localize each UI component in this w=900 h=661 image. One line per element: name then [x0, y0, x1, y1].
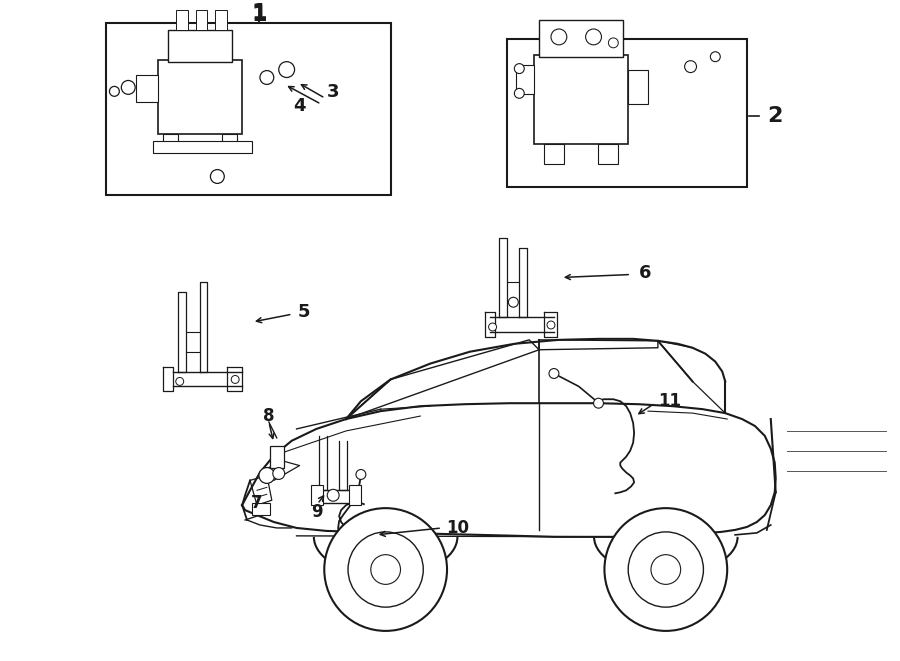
Circle shape — [211, 170, 224, 183]
Circle shape — [514, 63, 524, 73]
Circle shape — [328, 489, 339, 501]
Bar — [222, 134, 238, 152]
Circle shape — [122, 81, 135, 95]
Circle shape — [586, 29, 601, 45]
Bar — [534, 55, 628, 144]
Circle shape — [489, 323, 497, 331]
Text: 1: 1 — [251, 3, 266, 23]
Bar — [153, 141, 252, 153]
Circle shape — [551, 29, 567, 45]
Text: 5: 5 — [297, 303, 310, 321]
Circle shape — [279, 61, 294, 77]
Text: 8: 8 — [263, 407, 274, 425]
Circle shape — [273, 467, 284, 479]
Bar — [270, 446, 284, 467]
Bar — [163, 134, 178, 152]
Bar — [158, 59, 242, 134]
Circle shape — [508, 297, 518, 307]
Circle shape — [549, 369, 559, 379]
Text: 1: 1 — [251, 5, 266, 25]
Circle shape — [324, 508, 447, 631]
Circle shape — [356, 469, 366, 479]
Circle shape — [348, 532, 423, 607]
Bar — [544, 144, 563, 164]
Circle shape — [260, 71, 274, 85]
Circle shape — [605, 508, 727, 631]
Circle shape — [651, 555, 680, 584]
Bar — [215, 10, 228, 30]
Circle shape — [547, 321, 555, 329]
Bar — [539, 20, 623, 57]
Circle shape — [593, 399, 603, 408]
Text: 10: 10 — [446, 519, 470, 537]
Bar — [628, 69, 648, 104]
Bar — [106, 23, 391, 195]
Text: 3: 3 — [327, 83, 339, 101]
Bar — [598, 144, 618, 164]
Text: 4: 4 — [293, 97, 306, 115]
Circle shape — [176, 377, 184, 385]
Text: 9: 9 — [311, 503, 323, 521]
Circle shape — [371, 555, 400, 584]
Text: 2: 2 — [767, 106, 782, 126]
Bar — [176, 10, 188, 30]
Bar — [349, 485, 361, 505]
Text: 11: 11 — [658, 392, 681, 410]
Circle shape — [110, 87, 120, 97]
Circle shape — [628, 532, 704, 607]
Bar — [517, 65, 534, 95]
Bar — [252, 503, 270, 515]
Circle shape — [710, 52, 720, 61]
Bar — [195, 10, 208, 30]
Bar — [168, 30, 232, 61]
Bar — [508, 39, 747, 187]
Circle shape — [514, 89, 524, 98]
Circle shape — [231, 375, 239, 383]
Circle shape — [259, 467, 274, 483]
Circle shape — [608, 38, 618, 48]
Text: 7: 7 — [251, 494, 263, 512]
Text: 6: 6 — [639, 264, 652, 282]
Circle shape — [685, 61, 697, 73]
Bar — [311, 485, 323, 505]
Bar — [136, 75, 158, 102]
